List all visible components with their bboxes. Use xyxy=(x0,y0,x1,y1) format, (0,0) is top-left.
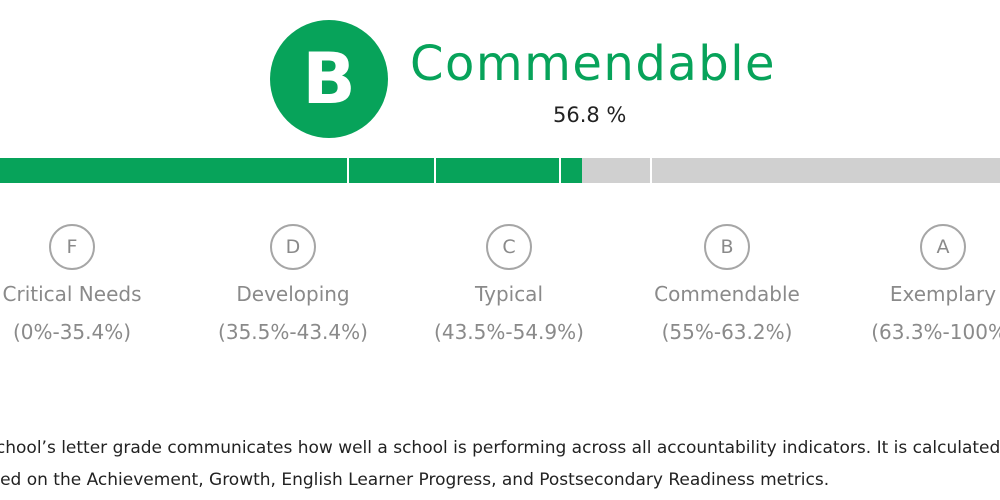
grade-c-label: Typical xyxy=(475,282,543,306)
grade-d-circle: D xyxy=(270,224,316,270)
grade-a-circle: A xyxy=(920,224,966,270)
grade-a-range: (63.3%-100%) xyxy=(871,320,1000,344)
grade-scale-b: B Commendable (55%-63.2%) xyxy=(617,224,837,344)
grade-f-label: Critical Needs xyxy=(2,282,142,306)
progress-divider xyxy=(347,158,349,183)
grade-c-range: (43.5%-54.9%) xyxy=(434,320,584,344)
grade-description: A school’s letter grade communicates how… xyxy=(0,432,1000,496)
grade-f-range: (0%-35.4%) xyxy=(12,320,132,344)
grade-letter-badge: B xyxy=(270,20,388,138)
grade-d-label: Developing xyxy=(236,282,350,306)
progress-divider xyxy=(559,158,561,183)
progress-divider xyxy=(650,158,652,183)
grade-scale-f: F Critical Needs (0%-35.4%) xyxy=(0,224,182,344)
grade-scale-c: C Typical (43.5%-54.9%) xyxy=(399,224,619,344)
progress-divider xyxy=(434,158,436,183)
grade-b-circle: B xyxy=(704,224,750,270)
grade-c-circle: C xyxy=(486,224,532,270)
grade-progress-fill xyxy=(0,158,582,183)
grade-percent: 56.8 % xyxy=(553,103,627,127)
grade-scale-a: A Exemplary (63.3%-100%) xyxy=(833,224,1000,344)
grade-scale-d: D Developing (35.5%-43.4%) xyxy=(183,224,403,344)
description-line-1: A school’s letter grade communicates how… xyxy=(0,438,1000,458)
grade-b-label: Commendable xyxy=(654,282,800,306)
grade-title: Commendable xyxy=(410,36,777,92)
grade-d-range: (35.5%-43.4%) xyxy=(218,320,368,344)
grade-letter: B xyxy=(302,38,356,120)
description-line-2: based on the Achievement, Growth, Englis… xyxy=(0,470,830,490)
grade-a-label: Exemplary xyxy=(889,282,997,306)
grade-f-circle: F xyxy=(49,224,95,270)
grade-progress-bar xyxy=(0,158,1000,183)
grade-b-range: (55%-63.2%) xyxy=(661,320,793,344)
